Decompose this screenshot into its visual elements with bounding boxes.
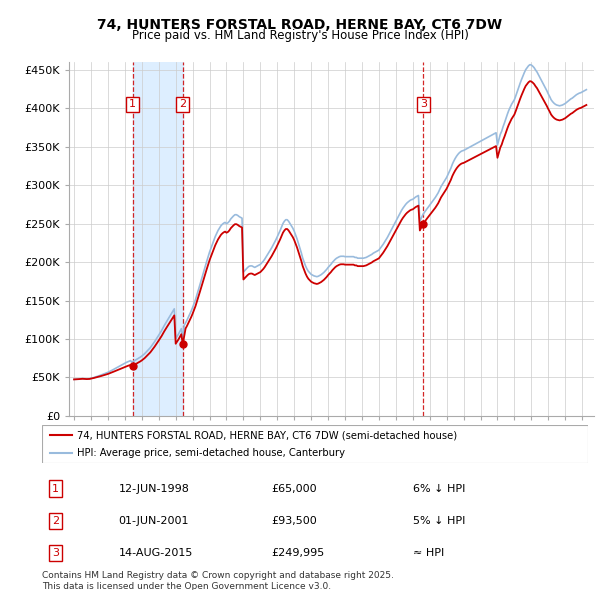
Text: HPI: Average price, semi-detached house, Canterbury: HPI: Average price, semi-detached house,… bbox=[77, 448, 346, 458]
Text: 6% ↓ HPI: 6% ↓ HPI bbox=[413, 484, 466, 493]
Text: 14-AUG-2015: 14-AUG-2015 bbox=[118, 548, 193, 558]
Text: 2: 2 bbox=[179, 100, 187, 109]
Text: 2: 2 bbox=[52, 516, 59, 526]
Text: 1: 1 bbox=[52, 484, 59, 493]
Text: Contains HM Land Registry data © Crown copyright and database right 2025.
This d: Contains HM Land Registry data © Crown c… bbox=[42, 571, 394, 590]
Text: 12-JUN-1998: 12-JUN-1998 bbox=[118, 484, 190, 493]
FancyBboxPatch shape bbox=[42, 425, 588, 463]
Text: 01-JUN-2001: 01-JUN-2001 bbox=[118, 516, 189, 526]
Text: ≈ HPI: ≈ HPI bbox=[413, 548, 445, 558]
Text: 74, HUNTERS FORSTAL ROAD, HERNE BAY, CT6 7DW (semi-detached house): 74, HUNTERS FORSTAL ROAD, HERNE BAY, CT6… bbox=[77, 430, 458, 440]
Text: £65,000: £65,000 bbox=[271, 484, 317, 493]
Text: 3: 3 bbox=[52, 548, 59, 558]
Text: 74, HUNTERS FORSTAL ROAD, HERNE BAY, CT6 7DW: 74, HUNTERS FORSTAL ROAD, HERNE BAY, CT6… bbox=[97, 18, 503, 32]
Text: 5% ↓ HPI: 5% ↓ HPI bbox=[413, 516, 466, 526]
Text: £93,500: £93,500 bbox=[271, 516, 317, 526]
Text: Price paid vs. HM Land Registry's House Price Index (HPI): Price paid vs. HM Land Registry's House … bbox=[131, 30, 469, 42]
Text: 3: 3 bbox=[420, 100, 427, 109]
Text: 1: 1 bbox=[129, 100, 136, 109]
Bar bbox=[133, 62, 183, 416]
Text: £249,995: £249,995 bbox=[271, 548, 325, 558]
